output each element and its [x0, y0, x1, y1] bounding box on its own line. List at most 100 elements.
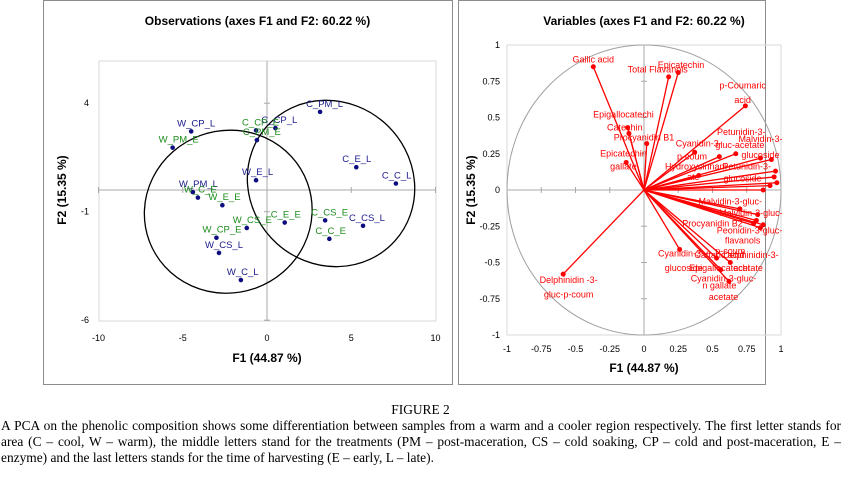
variable-label: Gallic acid	[573, 54, 615, 64]
x-tick-label: -10	[92, 333, 105, 343]
observation-point	[216, 250, 222, 256]
variable-label: Hydroxycinnam	[665, 162, 727, 172]
observation-point	[253, 128, 259, 133]
observation-label: W_PM_L	[179, 179, 218, 190]
observation-label: W_CS_L	[205, 240, 243, 251]
observation-label: W_CP_L	[177, 118, 215, 129]
variable-vector	[643, 189, 730, 282]
observation-point	[322, 218, 328, 223]
variable-vector	[643, 105, 746, 191]
variable-label: ate	[687, 172, 700, 182]
variable-label: p-Coumaric	[719, 81, 766, 91]
variable-point	[623, 159, 629, 165]
variable-vector	[562, 189, 645, 275]
x-tick-label: 0	[641, 344, 646, 354]
x-tick-label: 0.25	[669, 344, 687, 354]
variable-vector	[643, 151, 696, 191]
variable-vector	[643, 189, 731, 263]
observation-point	[254, 137, 260, 143]
variable-point	[742, 103, 748, 109]
x-axis-title: F1 (44.87 %)	[609, 361, 678, 375]
variable-vector	[643, 158, 772, 191]
variable-label: Total Flavanols	[628, 65, 689, 75]
x-tick-label: -0.25	[599, 344, 620, 354]
variable-point	[726, 278, 732, 284]
observation-label: C_CS_L	[349, 213, 385, 224]
variable-label: p-coum	[677, 152, 707, 162]
variable-point	[774, 180, 780, 186]
variable-vector	[643, 157, 761, 191]
variable-vector	[643, 76, 670, 191]
observation-label: W_E_E	[208, 192, 240, 203]
observation-point	[393, 181, 399, 186]
variable-vector	[592, 66, 645, 191]
y-tick-label: -0.25	[479, 221, 500, 231]
variable-label: Malvidin-3-gluc-	[719, 208, 783, 218]
observation-point	[244, 225, 250, 231]
x-tick-label: 0.75	[738, 344, 756, 354]
y-axis-title: F2 (15.35 %)	[55, 155, 69, 224]
variable-label: Epicatechin	[600, 149, 647, 159]
y-tick-label: -0.75	[479, 294, 500, 304]
pca-figure: Observations (axes F1 and F2: 60.22 %) -1…	[55, 14, 784, 375]
observation-point	[253, 177, 259, 183]
variable-label: Peonidin-3-gluc-	[717, 226, 783, 236]
y-tick-label: 4	[84, 98, 89, 108]
observation-point	[190, 189, 196, 195]
variable-label: glucoside	[741, 150, 779, 160]
variable-point	[644, 141, 650, 147]
observation-label: C_PM_L	[306, 99, 343, 110]
y-tick-label: 1	[495, 40, 500, 50]
variable-point	[757, 155, 763, 161]
observation-label: C_CP_L	[261, 115, 297, 126]
variable-label: glucoside	[724, 173, 762, 183]
variable-label: Petunidin-3-	[722, 162, 771, 172]
variable-vector	[643, 143, 648, 191]
variable-label: Epigallocatechi	[689, 263, 750, 273]
variable-point	[768, 157, 774, 163]
observation-point	[327, 236, 332, 242]
x-tick-label: -5	[179, 333, 187, 343]
variable-point	[767, 183, 773, 189]
variable-label: Delphinidin -3-	[540, 275, 598, 285]
variable-vector	[643, 72, 679, 191]
x-tick-label: 0	[264, 333, 269, 343]
chart-title: Observations (axes F1 and F2: 60.22 %)	[145, 14, 370, 28]
variable-vector	[643, 189, 758, 216]
variable-vector	[643, 185, 771, 191]
variable-point	[675, 70, 681, 76]
variable-point	[692, 149, 698, 155]
variable-point	[677, 246, 683, 252]
variable-label: Cyanidin-3-	[676, 139, 722, 149]
observation-point	[273, 125, 278, 131]
variable-point	[773, 168, 779, 174]
observation-label: C_PM_E	[243, 127, 281, 138]
variable-point	[757, 225, 763, 231]
variable-label: Catechin	[607, 123, 643, 133]
variable-vector	[643, 170, 776, 191]
x-tick-label: -1	[503, 344, 511, 354]
variable-point	[560, 271, 566, 277]
variable-label: Cyanidin-3-gluc-	[691, 273, 757, 283]
variable-point	[590, 64, 596, 70]
variables-chart-panel	[458, 0, 766, 385]
observation-label: C_CP_E	[242, 117, 279, 128]
variable-label: Procyanidin B2	[682, 218, 743, 228]
y-tick-label: -1	[81, 207, 89, 217]
observation-label: C_E_E	[271, 210, 301, 221]
observation-label: W_E_L	[242, 167, 273, 178]
y-tick-label: 0.5	[487, 113, 500, 123]
variable-label: acetate	[709, 292, 739, 302]
variable-label: gluc-p-coum	[544, 289, 594, 299]
observation-label: W_CS_E	[233, 215, 272, 226]
observation-label: W_PM_E	[159, 135, 199, 146]
observation-point	[214, 235, 219, 241]
variable-point	[716, 154, 722, 160]
variable-label: Malvidin-3-gluc-	[699, 197, 763, 207]
variable-label: Procyanidin B1	[614, 133, 675, 143]
chart-title: Variables (axes F1 and F2: 60.22 %)	[543, 14, 744, 28]
observation-label: C_C_L	[382, 170, 412, 181]
variable-vector	[628, 133, 645, 191]
warm-region-ellipse	[143, 129, 313, 294]
variable-label: Petunidin-3-	[717, 127, 766, 137]
